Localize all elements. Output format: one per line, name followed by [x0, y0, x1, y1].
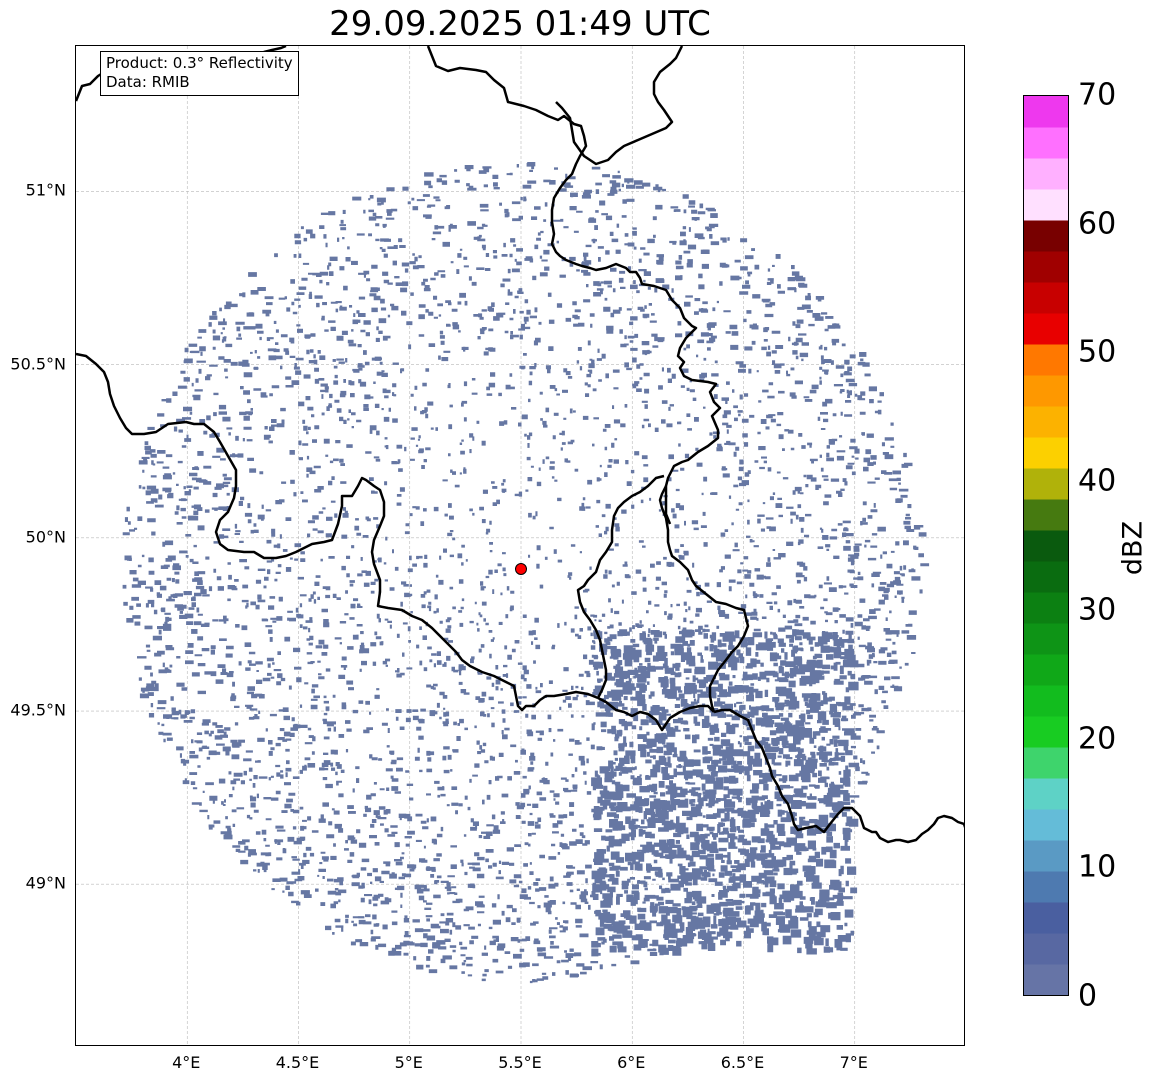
product-label: Product: 0.3° Reflectivity: [106, 54, 293, 72]
colorbar-segment: [1024, 158, 1068, 190]
colorbar-segment: [1024, 343, 1068, 376]
lon-tick-label: 4.5°E: [275, 1053, 320, 1072]
colorbar-tick-label: 50: [1078, 334, 1117, 370]
lat-tick-label: 49.5°N: [10, 700, 66, 720]
colorbar-segment: [1024, 778, 1068, 810]
colorbar-segment: [1024, 281, 1068, 314]
colorbar-segment: [1024, 591, 1068, 624]
colorbar-tick-label: 10: [1078, 849, 1117, 885]
colorbar-segment: [1024, 96, 1068, 128]
data-source-label: Data: RMIB: [106, 73, 190, 91]
radar-site-marker[interactable]: [515, 563, 527, 576]
radar-map-svg: [76, 46, 964, 1045]
colorbar-segment: [1024, 932, 1068, 965]
border-luxembourg-france: [597, 696, 715, 732]
colorbar-segment: [1024, 840, 1068, 872]
colorbar-tick-label: 30: [1078, 592, 1117, 628]
lon-tick-label: 6°E: [617, 1053, 646, 1072]
country-borders: [76, 46, 964, 844]
reflectivity-echoes: [122, 162, 930, 984]
colorbar-segment: [1024, 312, 1068, 345]
colorbar-tick-label: 20: [1078, 721, 1117, 757]
radar-marker-layer: [515, 563, 527, 576]
colorbar-segment: [1024, 499, 1068, 531]
lon-tick-label: 4°E: [172, 1053, 201, 1072]
lon-tick-label: 5.5°E: [498, 1053, 542, 1072]
colorbar-segment: [1024, 653, 1068, 686]
colorbar-segment: [1024, 220, 1068, 252]
echo-pixels: [122, 162, 930, 984]
colorbar-segment: [1024, 963, 1068, 995]
lat-tick-label: 49°N: [25, 873, 66, 893]
product-info-box: Product: 0.3° Reflectivity Data: RMIB: [100, 51, 299, 96]
colorbar-segment: [1024, 747, 1068, 779]
border-nl-germany-north: [555, 46, 684, 166]
colorbar-segment: [1024, 622, 1068, 655]
colorbar-segment: [1024, 716, 1068, 748]
colorbar-segment: [1024, 530, 1068, 562]
colorbar-segment: [1024, 809, 1068, 841]
colorbar-tick-label: 60: [1078, 206, 1117, 242]
map-area[interactable]: [75, 45, 965, 1046]
lon-tick-label: 5°E: [394, 1053, 423, 1072]
colorbar-segment: [1024, 406, 1068, 438]
colorbar-tick-label: 70: [1078, 77, 1117, 113]
border-belgium-germany: [426, 46, 722, 525]
colorbar-segment: [1024, 870, 1068, 903]
map-title: 29.09.2025 01:49 UTC: [329, 4, 711, 44]
colorbar-tick-label: 40: [1078, 463, 1117, 499]
border-france-germany: [713, 708, 964, 844]
colorbar-segment: [1024, 901, 1068, 934]
border-luxembourg-belgium: [576, 474, 665, 699]
border-belgium-france: [76, 352, 599, 712]
colorbar-segment: [1024, 437, 1068, 469]
lon-tick-label: 7°E: [839, 1053, 868, 1072]
colorbar-segment: [1024, 189, 1068, 221]
colorbar-segment: [1024, 468, 1068, 500]
border-germany-luxembourg: [658, 485, 750, 713]
colorbar-segment: [1024, 374, 1068, 407]
colorbar-segment: [1024, 127, 1068, 159]
lat-tick-label: 50.5°N: [10, 354, 66, 374]
colorbar-segment: [1024, 684, 1068, 717]
colorbar-segment: [1024, 250, 1068, 283]
colorbar: [1023, 95, 1069, 996]
lat-tick-label: 51°N: [25, 180, 66, 200]
colorbar-segment: [1024, 560, 1068, 593]
colorbar-label: dBZ: [1117, 520, 1149, 576]
lon-tick-label: 6.5°E: [720, 1053, 765, 1072]
colorbar-tick-label: 0: [1078, 978, 1098, 1014]
lat-tick-label: 50°N: [25, 527, 66, 547]
